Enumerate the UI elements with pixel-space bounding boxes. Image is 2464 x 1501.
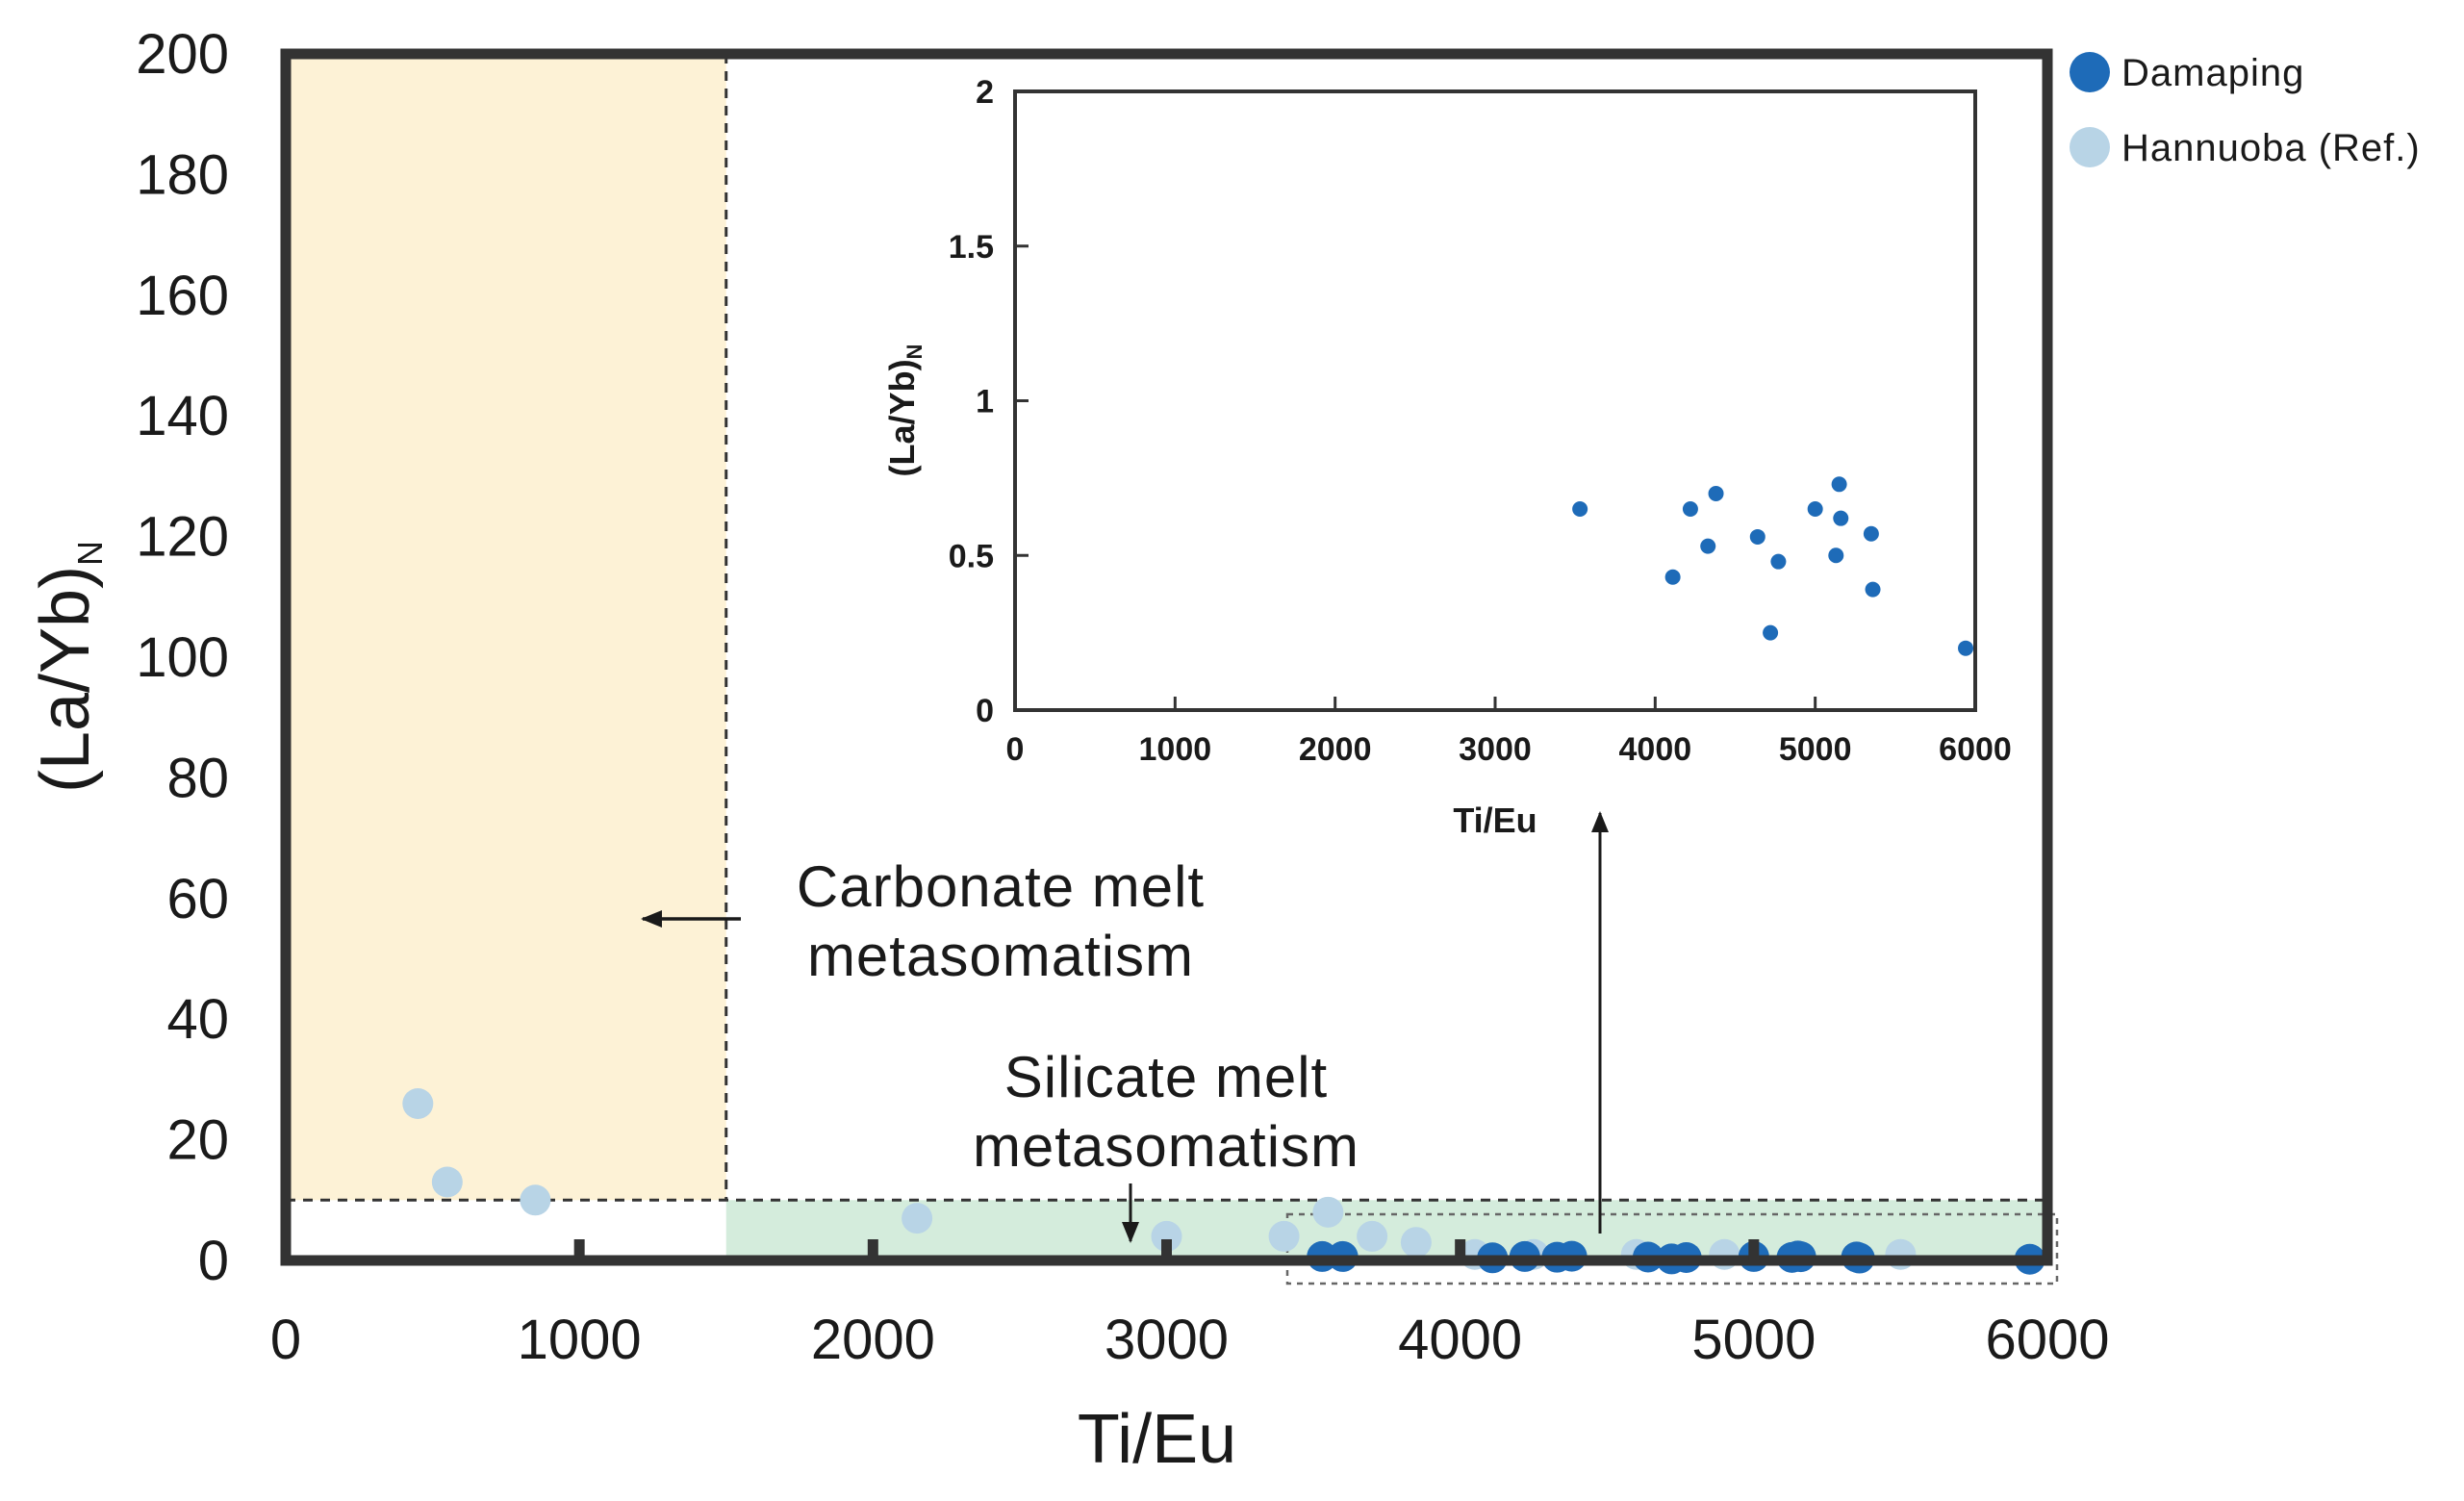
inset-y-tick-label: 2 [976, 74, 994, 111]
inset-point-damaping [1708, 485, 1724, 501]
inset-point-damaping [1700, 538, 1716, 554]
inset-chart: 0 1000 2000 3000 4000 5000 6000 0 0.5 1 1.5 2 Ti/Eu (… [882, 63, 2014, 840]
point-hannuoba [520, 1184, 551, 1216]
y-tick-label: 40 [166, 988, 229, 1051]
point-hannuoba [1357, 1220, 1388, 1252]
point-hannuoba [431, 1166, 463, 1198]
legend: Damaping Hannuoba (Ref.) [2070, 52, 2421, 169]
legend-label-0: Damaping [2121, 52, 2304, 94]
point-hannuoba [402, 1087, 434, 1119]
inset-point-damaping [1958, 640, 1974, 656]
legend-marker-1 [2070, 127, 2110, 167]
y-tick-label: 100 [136, 626, 229, 689]
carbonate-annotation-line1: Carbonate melt [797, 854, 1205, 919]
inset-point-damaping [1763, 624, 1779, 641]
main-regions [286, 54, 2047, 1260]
inset-x-tick-label: 4000 [1619, 731, 1692, 768]
x-tick-label: 5000 [1691, 1309, 1816, 1371]
inset-point-damaping [1807, 501, 1823, 518]
y-tick-label: 180 [136, 143, 229, 206]
y-tick-label: 80 [166, 747, 229, 809]
x-tick-label: 4000 [1398, 1309, 1522, 1371]
inset-point-damaping [1863, 525, 1879, 542]
legend-marker-0 [2070, 52, 2110, 92]
y-axis-title: (La/Yb)N [27, 541, 110, 793]
inset-y-tick-label: 1.5 [949, 229, 994, 266]
region-1 [725, 1200, 2047, 1260]
inset-point-damaping [1865, 581, 1881, 598]
inset-point-damaping [1831, 476, 1847, 493]
inset-point-damaping [1828, 547, 1844, 564]
inset-point-damaping [1833, 510, 1849, 526]
inset-point-damaping [1664, 569, 1681, 585]
inset-x-axis-title: Ti/Eu [1453, 801, 1537, 840]
inset-point-damaping [1770, 553, 1787, 570]
legend-label-1: Hannuoba (Ref.) [2121, 127, 2421, 169]
inset-background [996, 63, 2014, 799]
point-hannuoba [1312, 1196, 1344, 1228]
x-tick-label: 6000 [1985, 1309, 2109, 1371]
inset-x-tick-label: 0 [1006, 731, 1025, 768]
y-tick-label: 60 [166, 868, 229, 930]
inset-y-tick-label: 0.5 [949, 538, 994, 574]
inset-y-tick-label: 1 [976, 384, 994, 420]
y-tick-label: 20 [166, 1109, 229, 1172]
y-tick-label: 0 [198, 1230, 229, 1292]
inset-y-axis-title: (La/Yb)N [882, 344, 927, 477]
point-hannuoba [1151, 1220, 1182, 1252]
inset-x-tick-label: 2000 [1299, 731, 1372, 768]
x-axis-title: Ti/Eu [1078, 1401, 1236, 1478]
x-tick-label: 2000 [811, 1309, 935, 1371]
main-labels: 0 1000 2000 3000 4000 5000 6000020406080100120… [27, 23, 2110, 1478]
region-0 [286, 54, 726, 1201]
silicate-annotation-line2: metasomatism [973, 1114, 1359, 1179]
main-ticks [573, 1239, 1760, 1260]
inset-point-damaping [1572, 501, 1588, 518]
inset-x-tick-label: 1000 [1139, 731, 1212, 768]
y-tick-label: 200 [136, 23, 229, 86]
carbonate-annotation-line2: metasomatism [807, 924, 1194, 988]
y-tick-label: 120 [136, 506, 229, 569]
inset-x-tick-label: 3000 [1459, 731, 1532, 768]
y-tick-label: 160 [136, 265, 229, 327]
point-hannuoba [902, 1203, 933, 1234]
inset-x-tick-label: 6000 [1939, 731, 2012, 768]
annotation-arrows [641, 811, 1609, 1243]
point-hannuoba [1400, 1227, 1432, 1259]
x-tick-label: 0 [270, 1309, 301, 1371]
x-tick-label: 3000 [1105, 1309, 1229, 1371]
inset-point-damaping [1749, 528, 1765, 545]
point-hannuoba [1268, 1220, 1300, 1252]
y-tick-label: 140 [136, 385, 229, 447]
silicate-annotation-line1: Silicate melt [1004, 1045, 1328, 1109]
inset-x-tick-label: 5000 [1779, 731, 1852, 768]
inset-point-damaping [1682, 501, 1698, 518]
inset-y-tick-label: 0 [976, 693, 994, 729]
x-tick-label: 1000 [518, 1309, 642, 1371]
